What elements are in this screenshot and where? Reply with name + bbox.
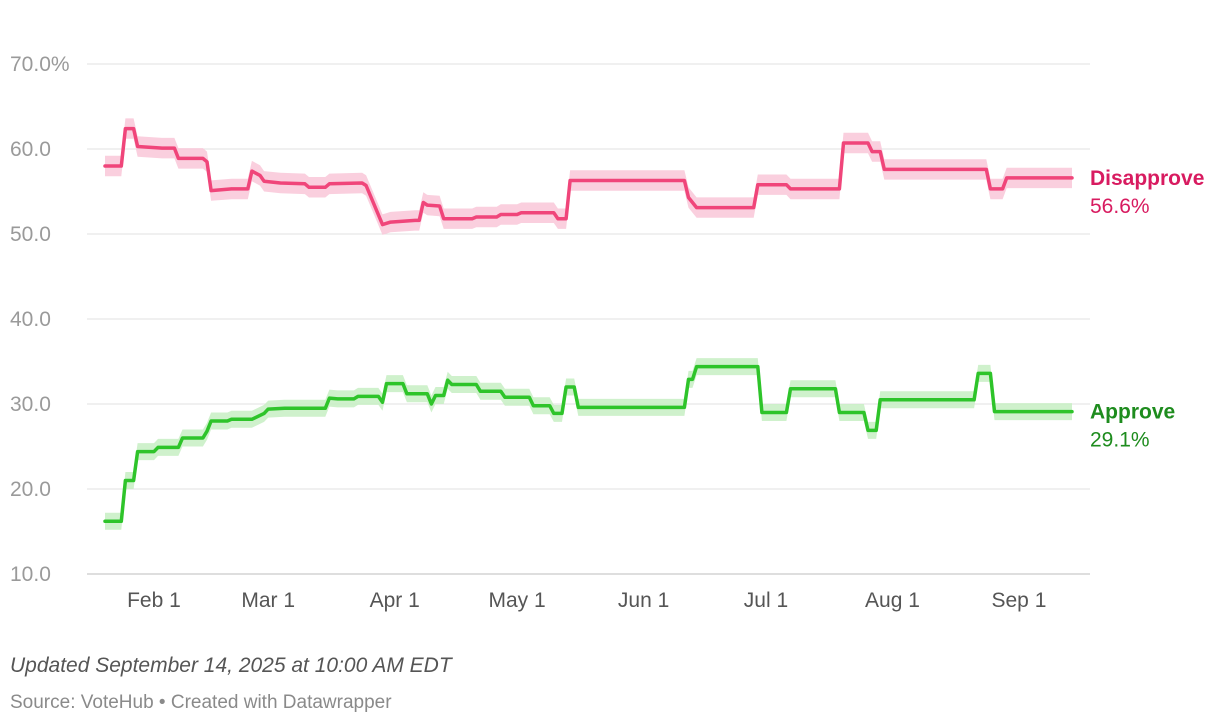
series-lines <box>103 126 1074 524</box>
source-credit: Source: VoteHub • Created with Datawrapp… <box>10 692 392 713</box>
approval-line-chart: 10.0 20.0 30.0 40.0 50.0 60.0 70.0% Feb 1 Mar 1… <box>10 53 1204 612</box>
y-tick-label-30: 30.0 <box>10 393 51 416</box>
approve-series-label: Approve <box>1090 401 1175 424</box>
y-tick-label-20: 20.0 <box>10 478 51 501</box>
x-tick-label-jun-1: Jun 1 <box>618 589 669 612</box>
y-tick-label-10: 10.0 <box>10 563 51 586</box>
y-tick-label-60: 60.0 <box>10 138 51 161</box>
disapprove-end-value: 56.6% <box>1090 195 1150 218</box>
x-tick-label-aug-1: Aug 1 <box>865 589 920 612</box>
series-end-labels: Disapprove 56.6% Approve 29.1% <box>1090 167 1204 452</box>
x-tick-label-sep-1: Sep 1 <box>992 589 1047 612</box>
x-axis: Feb 1 Mar 1 Apr 1 May 1 Jun 1 Jul 1 Aug 1 Sep 1 <box>127 589 1046 612</box>
x-tick-label-mar-1: Mar 1 <box>241 589 295 612</box>
approve-confidence-band <box>105 358 1072 530</box>
x-tick-label-may-1: May 1 <box>489 589 546 612</box>
disapprove-series-line <box>103 126 1074 227</box>
confidence-bands <box>105 118 1072 530</box>
y-tick-label-40: 40.0 <box>10 308 51 331</box>
gridlines <box>87 63 1090 575</box>
x-tick-label-feb-1: Feb 1 <box>127 589 181 612</box>
disapprove-series-label: Disapprove <box>1090 167 1204 190</box>
x-tick-label-jul-1: Jul 1 <box>744 589 788 612</box>
approve-series-line <box>103 364 1074 524</box>
disapprove-confidence-band <box>105 118 1072 235</box>
y-tick-label-50: 50.0 <box>10 223 51 246</box>
approve-end-value: 29.1% <box>1090 429 1150 452</box>
x-tick-label-apr-1: Apr 1 <box>370 589 420 612</box>
y-axis: 10.0 20.0 30.0 40.0 50.0 60.0 70.0% <box>10 53 70 586</box>
updated-note: Updated September 14, 2025 at 10:00 AM E… <box>10 654 452 677</box>
y-tick-label-70: 70.0% <box>10 53 70 76</box>
